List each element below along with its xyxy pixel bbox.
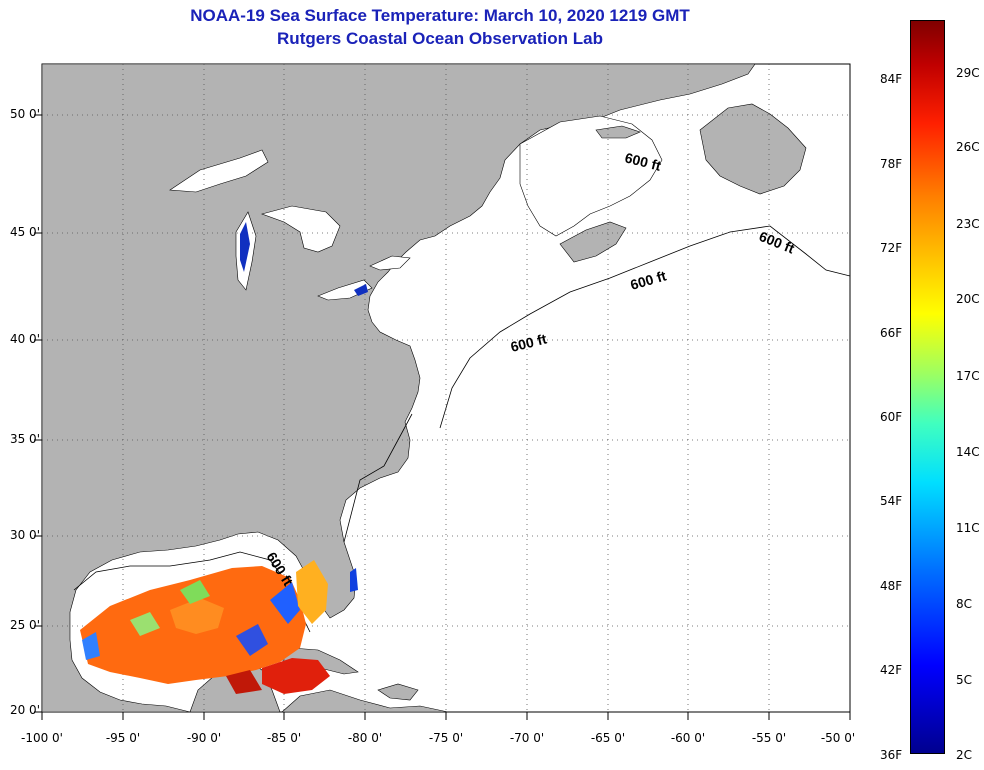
lon-label: -90 0'	[186, 731, 222, 745]
colorbar-c-label: 14C	[956, 445, 980, 459]
lon-label: -85 0'	[266, 731, 302, 745]
land-newfoundland	[699, 103, 807, 195]
colorbar-c-label: 8C	[956, 597, 973, 611]
lat-label: 45 0'	[9, 225, 40, 239]
sst-data-patch	[80, 222, 368, 694]
isobath-600ft-florida	[343, 413, 413, 543]
gulf-st-lawrence	[519, 115, 663, 237]
lon-label: -95 0'	[105, 731, 141, 745]
colorbar-f-label: 60F	[880, 410, 903, 424]
lake-ontario	[369, 255, 411, 271]
land-anticosti	[595, 125, 641, 139]
colorbar-f-label: 36F	[880, 748, 903, 762]
colorbar-f-label: 72F	[880, 241, 903, 255]
lat-label: 25 0'	[9, 618, 40, 632]
lake-huron	[261, 205, 341, 253]
lon-label: -55 0'	[751, 731, 787, 745]
map-title: NOAA-19 Sea Surface Temperature: March 1…	[190, 6, 690, 25]
colorbar-f-label: 66F	[880, 326, 903, 340]
colorbar-c-label: 5C	[956, 673, 973, 687]
lon-label: -80 0'	[347, 731, 383, 745]
colorbar-c-label: 11C	[956, 521, 980, 535]
lat-label: 40 0'	[9, 332, 40, 346]
land-nova-scotia	[559, 221, 627, 263]
lat-label: 50 0'	[9, 107, 40, 121]
colorbar-f-label: 54F	[880, 494, 903, 508]
colorbar-c-label: 23C	[956, 217, 980, 231]
colorbar-f-label: 48F	[880, 579, 903, 593]
colorbar-c-label: 29C	[956, 66, 980, 80]
lat-label: 30 0'	[9, 528, 40, 542]
colorbar-c-label: 2C	[956, 748, 973, 762]
isobath-600ft-line	[439, 225, 851, 429]
lon-label: -65 0'	[590, 731, 626, 745]
lon-label: -50 0'	[820, 731, 856, 745]
map-subtitle: Rutgers Coastal Ocean Observation Lab	[277, 29, 603, 48]
lon-label: -70 0'	[509, 731, 545, 745]
temperature-colorbar	[910, 20, 945, 754]
lon-label: -100 0'	[21, 731, 63, 745]
lake-erie	[317, 279, 373, 301]
land-north-america	[41, 63, 756, 713]
lat-label: 20 0'	[9, 703, 40, 717]
lon-label: -75 0'	[428, 731, 464, 745]
colorbar-f-label: 42F	[880, 663, 903, 677]
lat-label: 35 0'	[9, 432, 40, 446]
land-caribbean-south	[281, 689, 449, 713]
land-hispaniola	[377, 683, 419, 701]
colorbar-c-label: 17C	[956, 369, 980, 383]
colorbar-c-label: 26C	[956, 140, 980, 154]
lon-label: -60 0'	[670, 731, 706, 745]
colorbar-f-label: 78F	[880, 157, 903, 171]
colorbar-f-label: 84F	[880, 72, 903, 86]
colorbar-c-label: 20C	[956, 292, 980, 306]
